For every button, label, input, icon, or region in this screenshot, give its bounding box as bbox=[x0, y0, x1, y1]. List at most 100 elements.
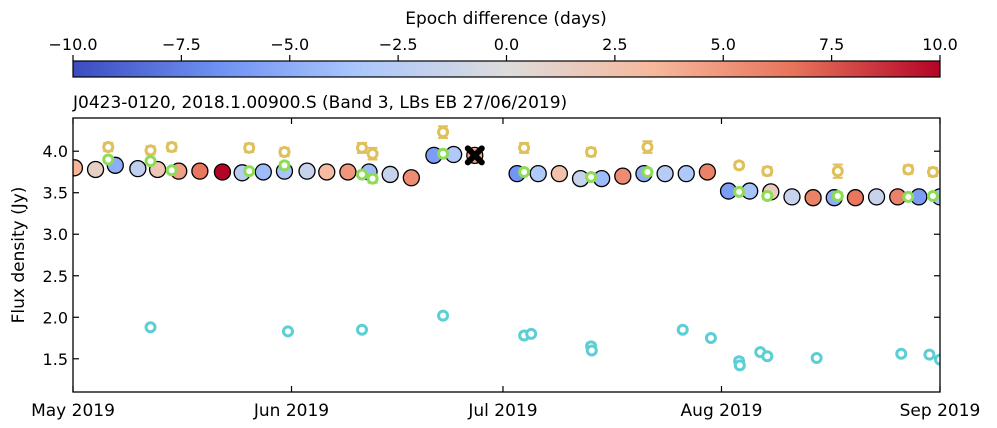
epoch-circle bbox=[86, 160, 105, 179]
target-x-marker bbox=[464, 145, 485, 166]
ring-marker bbox=[437, 147, 450, 160]
cyan-marker bbox=[810, 351, 823, 364]
epoch-circle bbox=[191, 162, 209, 180]
colorbar-tick-label: 5.0 bbox=[711, 35, 736, 54]
ring-marker bbox=[902, 190, 915, 203]
gold-marker bbox=[761, 165, 774, 178]
ring-marker bbox=[165, 141, 178, 154]
cyan-marker bbox=[356, 323, 368, 336]
green-marker bbox=[831, 190, 844, 203]
epoch-circle bbox=[656, 164, 674, 183]
green-marker bbox=[518, 165, 531, 178]
plot-frame bbox=[72, 117, 941, 393]
green-marker bbox=[761, 190, 774, 203]
ring-marker bbox=[243, 165, 256, 178]
colorbar-tick-label: −10.0 bbox=[48, 35, 97, 54]
ring-marker bbox=[704, 332, 717, 345]
gold-marker bbox=[733, 159, 746, 172]
ring-marker bbox=[585, 146, 598, 159]
ring-marker bbox=[437, 126, 450, 139]
green-marker bbox=[243, 165, 256, 178]
ring-marker bbox=[902, 163, 915, 176]
x-tick-label: Sep 2019 bbox=[900, 401, 981, 421]
gold-marker bbox=[902, 163, 915, 176]
green-marker bbox=[641, 165, 654, 178]
green-marker bbox=[437, 147, 450, 160]
ring-marker bbox=[761, 165, 774, 178]
gold-marker bbox=[102, 141, 115, 154]
cyan-marker bbox=[733, 359, 746, 372]
ring-marker bbox=[102, 153, 115, 166]
x-tick-label: May 2019 bbox=[31, 401, 115, 421]
colorbar-tick-label: 0.0 bbox=[494, 35, 519, 54]
epoch-circle bbox=[318, 163, 336, 181]
colorbar bbox=[72, 60, 941, 78]
epoch-circle bbox=[698, 163, 717, 181]
gold-marker bbox=[831, 163, 844, 179]
ring-marker bbox=[676, 323, 689, 336]
ring-marker bbox=[518, 165, 531, 178]
ring-marker bbox=[926, 190, 939, 203]
green-marker bbox=[165, 164, 178, 177]
epoch-circle bbox=[129, 159, 147, 178]
ring-marker bbox=[366, 147, 379, 160]
colorbar-tick-label: 7.5 bbox=[819, 35, 844, 54]
gold-marker bbox=[243, 141, 256, 154]
cyan-marker bbox=[585, 344, 598, 357]
ring-marker bbox=[831, 165, 844, 178]
ring-marker bbox=[895, 347, 908, 360]
colorbar-tick-label: 2.5 bbox=[602, 35, 627, 54]
epoch-circle bbox=[339, 163, 357, 181]
y-tick-label: 4.0 bbox=[43, 142, 68, 161]
y-tick-label: 1.5 bbox=[43, 350, 68, 369]
ring-marker bbox=[144, 155, 157, 168]
ring-marker bbox=[761, 190, 774, 203]
cyan-marker bbox=[934, 353, 940, 366]
epoch-circle bbox=[804, 189, 822, 207]
gold-marker bbox=[278, 146, 291, 159]
gold-marker bbox=[165, 141, 178, 154]
colorbar-tick-label: −2.5 bbox=[379, 35, 418, 54]
epoch-circle bbox=[402, 169, 420, 187]
green-marker bbox=[585, 170, 598, 183]
ring-marker bbox=[733, 159, 746, 172]
ring-marker bbox=[641, 141, 654, 154]
gold-marker bbox=[585, 146, 598, 159]
cyan-marker bbox=[704, 332, 717, 345]
green-marker bbox=[356, 168, 368, 181]
ring-marker bbox=[733, 185, 746, 198]
y-tick-label: 3.5 bbox=[43, 184, 68, 203]
ring-marker bbox=[525, 327, 538, 340]
ring-marker bbox=[356, 141, 368, 154]
ring-marker bbox=[366, 172, 379, 185]
ring-marker bbox=[144, 321, 157, 334]
epoch-circle bbox=[867, 188, 886, 206]
cyan-marker bbox=[281, 325, 294, 338]
ring-marker bbox=[934, 353, 940, 366]
gold-marker bbox=[356, 141, 368, 154]
gold-marker bbox=[144, 144, 157, 157]
cyan-marker bbox=[923, 348, 936, 361]
cyan-marker bbox=[761, 350, 774, 363]
epoch-circle bbox=[783, 188, 801, 206]
ring-marker bbox=[810, 351, 823, 364]
ring-marker bbox=[102, 141, 115, 154]
epoch-circle bbox=[73, 159, 84, 177]
epoch-circle bbox=[254, 163, 272, 181]
green-marker bbox=[733, 185, 746, 198]
chart-title: J0423-0120, 2018.1.00900.S (Band 3, LBs … bbox=[72, 93, 567, 113]
green-marker bbox=[366, 172, 379, 185]
ring-marker bbox=[761, 350, 774, 363]
epoch-circle bbox=[381, 165, 399, 184]
ring-marker bbox=[585, 170, 598, 183]
axes: 1.5 2.0 2.5 3.0 3.5 4.0 May 2019 Jun 2019 Jul 20… bbox=[31, 118, 980, 421]
x-tick-label: Aug 2019 bbox=[681, 401, 763, 421]
x-tick-label: Jun 2019 bbox=[253, 401, 329, 421]
ring-marker bbox=[243, 141, 256, 154]
plot-area bbox=[73, 125, 940, 372]
gold-marker bbox=[366, 146, 379, 161]
ring-marker bbox=[278, 159, 291, 172]
colorbar-label: Epoch difference (days) bbox=[405, 9, 607, 29]
ring-marker bbox=[278, 146, 291, 159]
